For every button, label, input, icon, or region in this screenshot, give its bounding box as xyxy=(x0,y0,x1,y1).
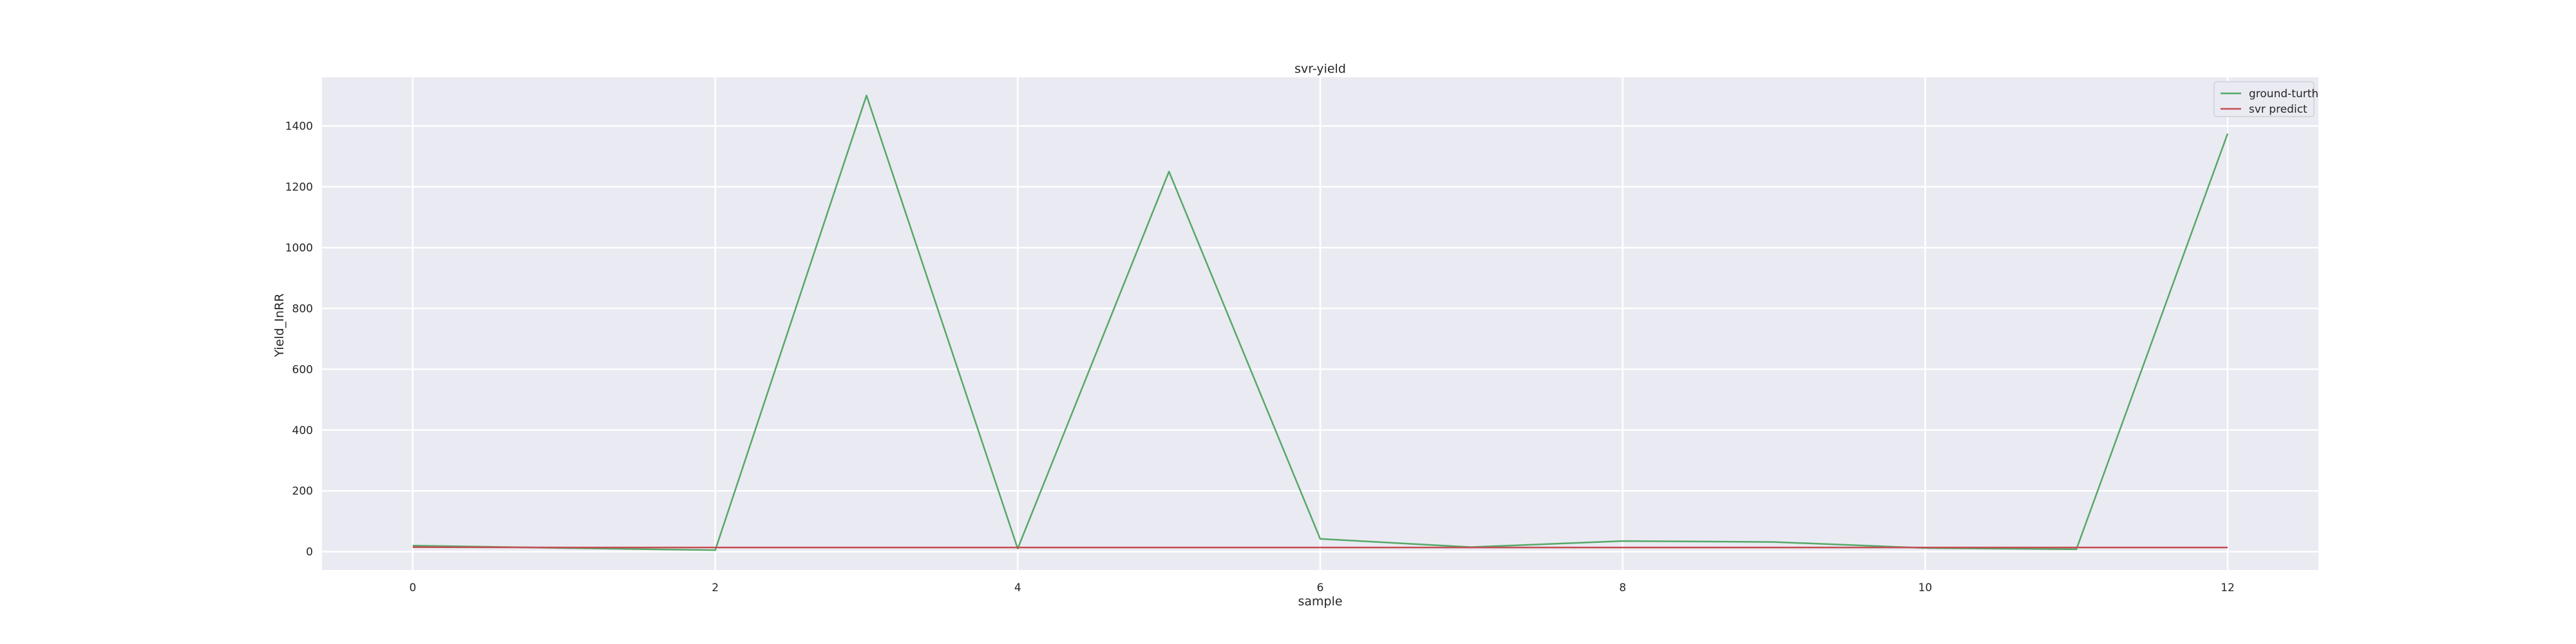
y-axis-label: Yield_InRR xyxy=(272,294,287,358)
chart-title: svr-yield xyxy=(1294,62,1346,76)
y-tick-label: 1000 xyxy=(285,242,313,254)
legend: ground-turth svr predict xyxy=(2213,81,2318,117)
ticks: 0 2 4 6 8 10 12 0 200 400 600 800 1000 1200 1400 xyxy=(285,120,2235,594)
x-tick-label: 8 xyxy=(1619,582,1626,594)
y-tick-label: 400 xyxy=(292,424,313,437)
legend-label: ground-turth xyxy=(2249,88,2318,100)
x-tick-label: 2 xyxy=(712,582,719,594)
x-tick-label: 0 xyxy=(409,582,416,594)
x-tick-label: 6 xyxy=(1317,582,1324,594)
y-tick-label: 0 xyxy=(306,546,313,559)
x-tick-label: 10 xyxy=(1918,582,1933,594)
y-tick-label: 200 xyxy=(292,485,313,498)
x-axis-label: sample xyxy=(1298,594,1342,609)
y-tick-label: 800 xyxy=(292,303,313,316)
series-layer xyxy=(412,95,2229,551)
y-tick-label: 1200 xyxy=(285,181,313,194)
y-tick-label: 1400 xyxy=(285,120,313,133)
legend-box xyxy=(2213,81,2315,117)
x-tick-label: 4 xyxy=(1014,582,1021,594)
y-tick-label: 600 xyxy=(292,363,313,376)
legend-label: svr predict xyxy=(2249,103,2307,116)
grid xyxy=(322,77,2318,570)
x-tick-label: 12 xyxy=(2221,582,2235,594)
series-line-svr-predict xyxy=(412,546,2228,549)
